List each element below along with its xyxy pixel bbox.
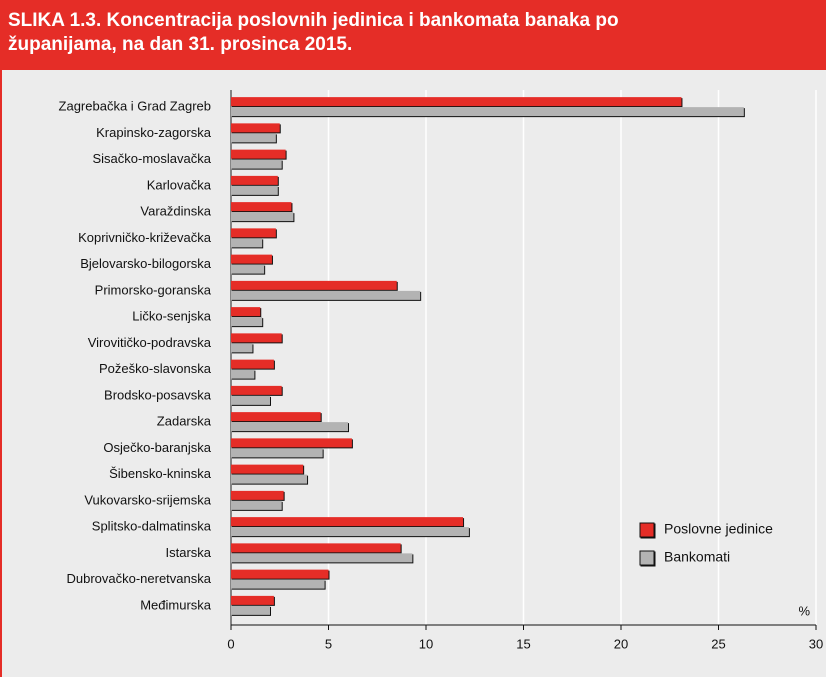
bar [231,307,261,317]
y-tick-label: Virovitičko-podravska [88,335,212,350]
bar [231,133,276,143]
bar [231,359,274,369]
x-tick-label: 15 [516,636,530,651]
bar [231,395,270,405]
bar [231,422,348,432]
bar [231,474,308,484]
bar [231,595,274,605]
bar [231,438,352,448]
bar [231,343,253,353]
bar [231,159,282,169]
bar [231,317,263,327]
bar [231,264,265,274]
y-tick-label: Primorsko-goranska [95,282,212,297]
y-tick-label: Splitsko-dalmatinska [92,519,212,534]
bar [231,238,263,248]
bar [231,605,270,615]
legend-swatch [639,550,655,566]
bar [231,97,682,107]
y-tick-label: Brodsko-posavska [104,387,212,402]
bar [231,212,294,222]
bar [231,290,421,300]
y-tick-label: Krapinsko-zagorska [96,125,212,140]
y-tick-label: Osječko-baranjska [103,440,211,455]
bar [231,490,284,500]
bar [231,553,413,563]
y-tick-label: Sisačko-moslavačka [93,151,212,166]
bar [231,254,272,264]
bar [231,107,744,117]
x-tick-label: 10 [419,636,433,651]
legend-label: Poslovne jedinice [664,521,773,537]
x-tick-label: 25 [711,636,725,651]
bar [231,543,401,553]
bar [231,280,397,290]
left-border [0,70,2,677]
bar [231,175,278,185]
y-tick-label: Međimurska [140,597,212,612]
y-tick-label: Karlovačka [147,177,212,192]
bar [231,228,276,238]
y-tick-label: Bjelovarsko-bilogorska [80,256,212,271]
x-tick-label: 20 [614,636,628,651]
bar [231,385,282,395]
bar [231,464,304,474]
y-tick-label: Varaždinska [140,204,211,219]
bar [231,527,469,537]
bar [231,579,325,589]
y-tick-label: Zadarska [157,414,212,429]
y-tick-label: Koprivničko-križevačka [78,230,212,245]
x-tick-label: 0 [227,636,234,651]
bar [231,185,278,195]
title-banner [0,0,826,70]
x-tick-label: 30 [809,636,823,651]
y-tick-label: Dubrovačko-neretvanska [66,571,211,586]
y-tick-label: Istarska [165,545,211,560]
bar [231,569,329,579]
bar [231,412,321,422]
x-tick-label: 5 [325,636,332,651]
bar [231,517,464,527]
x-axis-unit: % [798,603,810,618]
bar [231,500,282,510]
y-tick-label: Požeško-slavonska [99,361,212,376]
chart-title: SLIKA 1.3. Koncentracija poslovnih jedin… [8,10,619,55]
bar [231,369,255,379]
bar [231,149,286,159]
bar [231,333,282,343]
y-tick-label: Zagrebačka i Grad Zagreb [59,99,211,114]
y-tick-label: Ličko-senjska [132,309,212,324]
bar [231,123,280,133]
legend-label: Bankomati [664,549,730,565]
legend-swatch [639,522,655,538]
y-tick-label: Šibensko-kninska [109,466,212,481]
y-tick-label: Vukovarsko-srijemska [84,492,211,507]
bar [231,202,292,212]
bar [231,448,323,458]
